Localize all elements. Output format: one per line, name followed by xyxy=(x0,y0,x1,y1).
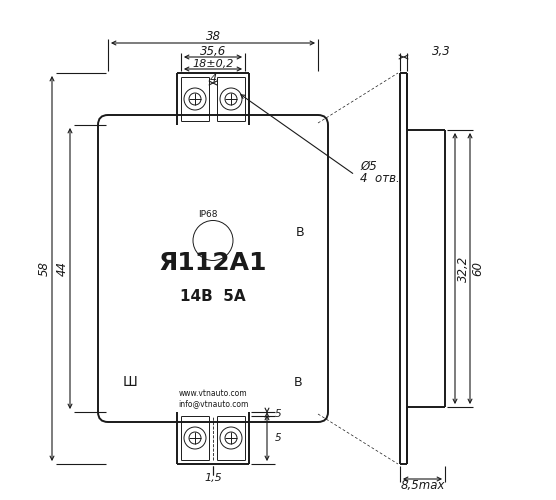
Text: B: B xyxy=(296,226,304,239)
Text: 1,5: 1,5 xyxy=(204,473,222,483)
FancyBboxPatch shape xyxy=(98,115,328,422)
Text: Ш: Ш xyxy=(123,375,137,389)
Text: 60: 60 xyxy=(471,261,484,276)
Text: 8,5max: 8,5max xyxy=(400,478,445,492)
Text: 4: 4 xyxy=(210,74,217,84)
Text: 44: 44 xyxy=(56,261,68,276)
Text: 32,2: 32,2 xyxy=(456,256,469,281)
Text: Ø5: Ø5 xyxy=(360,160,377,172)
Text: info@vtnauto.com: info@vtnauto.com xyxy=(178,400,248,408)
Text: www.vtnauto.com: www.vtnauto.com xyxy=(178,390,247,398)
Text: 35,6: 35,6 xyxy=(200,44,226,58)
Text: 58: 58 xyxy=(37,261,51,276)
Text: 38: 38 xyxy=(206,30,221,44)
Text: IP68: IP68 xyxy=(198,210,218,219)
Text: В: В xyxy=(294,376,302,388)
Text: 18±0,2: 18±0,2 xyxy=(192,58,234,68)
Text: 5: 5 xyxy=(275,409,282,419)
Text: Я112А1: Я112А1 xyxy=(159,250,267,274)
Text: 5: 5 xyxy=(275,433,282,443)
Text: 4  отв.: 4 отв. xyxy=(360,172,400,184)
Text: 3,3: 3,3 xyxy=(432,46,451,59)
Text: 14В  5А: 14В 5А xyxy=(180,289,246,304)
